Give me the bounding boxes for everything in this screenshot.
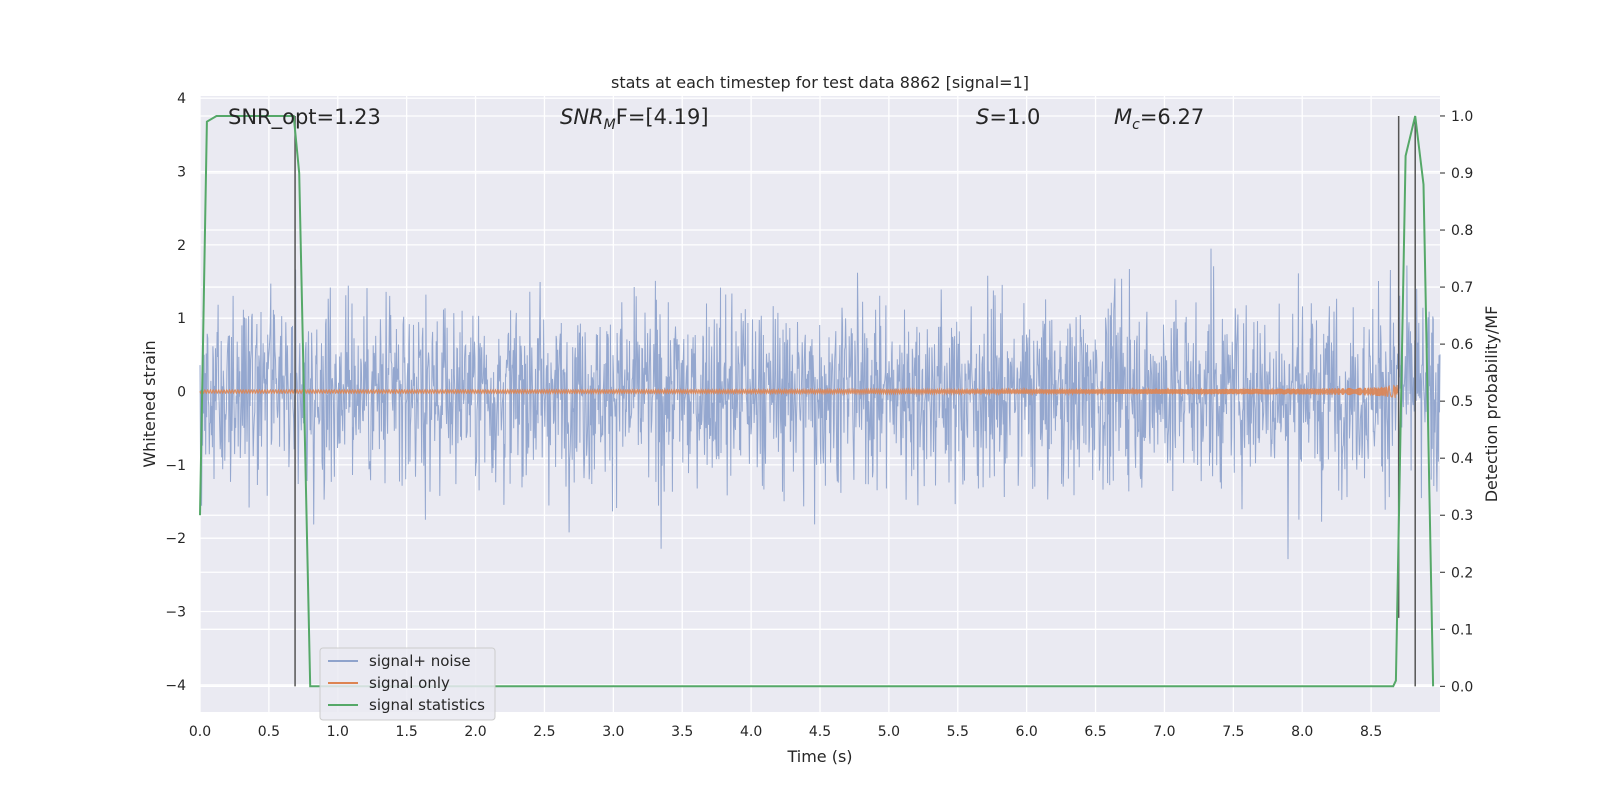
- x-tick-label: 5.5: [947, 724, 969, 740]
- y-left-tick-label: 4: [177, 91, 186, 107]
- y-left-tick-label: −4: [165, 678, 186, 694]
- y-right-tick-label: 0.2: [1451, 565, 1473, 581]
- snr-mf-base: SNR: [560, 105, 604, 129]
- y-right-tick-label: 0.5: [1451, 394, 1473, 410]
- signal-noise-line: [199, 248, 1441, 560]
- chart-title: stats at each timestep for test data 886…: [611, 73, 1029, 92]
- signal-only-series: [199, 384, 1399, 398]
- snr-mf-sub: M: [604, 117, 616, 133]
- x-tick-label: 1.5: [396, 724, 418, 740]
- x-tick-label: 2.0: [464, 724, 486, 740]
- y-left-axis-label: Whitened strain: [140, 340, 159, 467]
- y-left-tick-label: −2: [165, 531, 186, 547]
- x-tick-label: 0.0: [189, 724, 211, 740]
- annotation-mc: Mc=6.27: [1114, 105, 1204, 133]
- x-tick-label: 7.0: [1153, 724, 1175, 740]
- signal-only-line: [199, 384, 1399, 398]
- y-left-tick-label: 1: [177, 311, 186, 327]
- y-right-axis-ticks: 0.0 0.1 0.2 0.3 0.4 0.5 0.6 0.7 0.8 0.9 1.0: [1440, 109, 1473, 695]
- y-right-tick-label: 0.6: [1451, 337, 1473, 353]
- x-axis-ticks: 0.0 0.5 1.0 1.5 2.0 2.5 3.0 3.5 4.0 4.5 5.0 5.5 6.0 6…: [189, 724, 1382, 740]
- x-tick-label: 8.0: [1291, 724, 1313, 740]
- mc-val: =6.27: [1140, 105, 1204, 129]
- mc-var: M: [1114, 105, 1132, 129]
- legend-box: [319, 647, 496, 721]
- x-tick-label: 2.5: [533, 724, 555, 740]
- s-val: =1.0: [989, 105, 1040, 129]
- y-right-axis-label: Detection probability/MF: [1482, 306, 1501, 503]
- x-tick-label: 0.5: [258, 724, 280, 740]
- legend-label-signal: signal only: [369, 674, 450, 692]
- y-left-tick-label: 3: [177, 165, 186, 181]
- x-tick-label: 7.5: [1222, 724, 1244, 740]
- y-left-tick-label: −3: [165, 605, 186, 621]
- y-left-tick-label: −1: [165, 458, 186, 474]
- y-left-tick-label: 2: [177, 238, 186, 254]
- x-tick-label: 3.0: [602, 724, 624, 740]
- x-tick-label: 8.5: [1360, 724, 1382, 740]
- signal-noise-series: [199, 248, 1441, 560]
- y-right-tick-label: 0.3: [1451, 508, 1473, 524]
- x-tick-label: 3.5: [671, 724, 693, 740]
- x-tick-label: 6.0: [1016, 724, 1038, 740]
- y-right-tick-label: 0.1: [1451, 622, 1473, 638]
- legend-label-noise: signal+ noise: [369, 652, 471, 670]
- x-tick-label: 5.0: [878, 724, 900, 740]
- mc-sub: c: [1132, 117, 1140, 133]
- x-tick-label: 1.0: [327, 724, 349, 740]
- y-left-axis-ticks: −4 −3 −2 −1 0 1 2 3 4: [165, 91, 186, 694]
- annotation-snr-opt: SNR_opt=1.23: [228, 105, 381, 130]
- legend: signal+ noise signal only signal statist…: [319, 647, 496, 721]
- annotation-s: S=1.0: [976, 105, 1040, 129]
- y-left-tick-label: 0: [177, 385, 186, 401]
- y-right-tick-label: 0.7: [1451, 280, 1473, 296]
- y-right-tick-label: 0.8: [1451, 223, 1473, 239]
- snr-mf-rest: F=[4.19]: [616, 105, 709, 129]
- x-axis-label: Time (s): [786, 747, 852, 766]
- x-tick-label: 4.0: [740, 724, 762, 740]
- y-right-tick-label: 1.0: [1451, 109, 1473, 125]
- x-tick-label: 6.5: [1084, 724, 1106, 740]
- annotation-snr-mf: SNRMF=[4.19]: [560, 105, 709, 133]
- y-right-tick-label: 0.0: [1451, 679, 1473, 695]
- s-var: S: [976, 105, 989, 129]
- legend-label-stats: signal statistics: [369, 696, 485, 714]
- y-right-tick-label: 0.4: [1451, 451, 1473, 467]
- x-tick-label: 4.5: [809, 724, 831, 740]
- y-right-tick-label: 0.9: [1451, 166, 1473, 182]
